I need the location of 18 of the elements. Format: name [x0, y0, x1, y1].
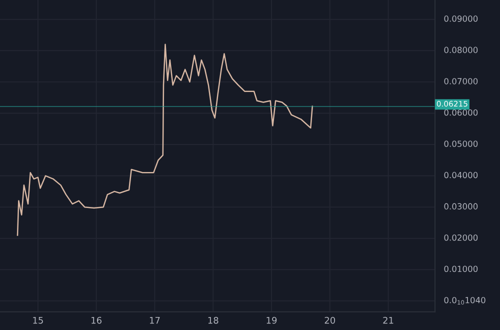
- y-tick-label: 0.04000: [444, 172, 478, 178]
- x-tick-label: 17: [150, 316, 160, 324]
- y-tick-label: 0.02000: [444, 234, 478, 241]
- y-tick-label: 0.01000: [444, 266, 478, 272]
- y-tick-label: 0.03000: [444, 203, 478, 210]
- y-tick-label: 0.06000: [444, 109, 478, 116]
- y-tick-label: 0.09000: [444, 16, 478, 22]
- x-tick-label: 20: [324, 316, 336, 324]
- x-tick-label: 18: [208, 316, 218, 324]
- x-tick-label: 21: [383, 316, 394, 324]
- x-tick-label: 15: [33, 316, 43, 324]
- y-tick-label: 0.07000: [444, 78, 478, 84]
- x-tick-label: 16: [92, 316, 102, 324]
- y-tick-label: 0.05000: [444, 140, 478, 147]
- y-tick-label: 0.0$_{10}$1040: [444, 296, 486, 305]
- x-tick-label: 19: [266, 316, 277, 324]
- y-tick-label: 0.08000: [444, 46, 478, 54]
- line-series: [16, 44, 314, 236]
